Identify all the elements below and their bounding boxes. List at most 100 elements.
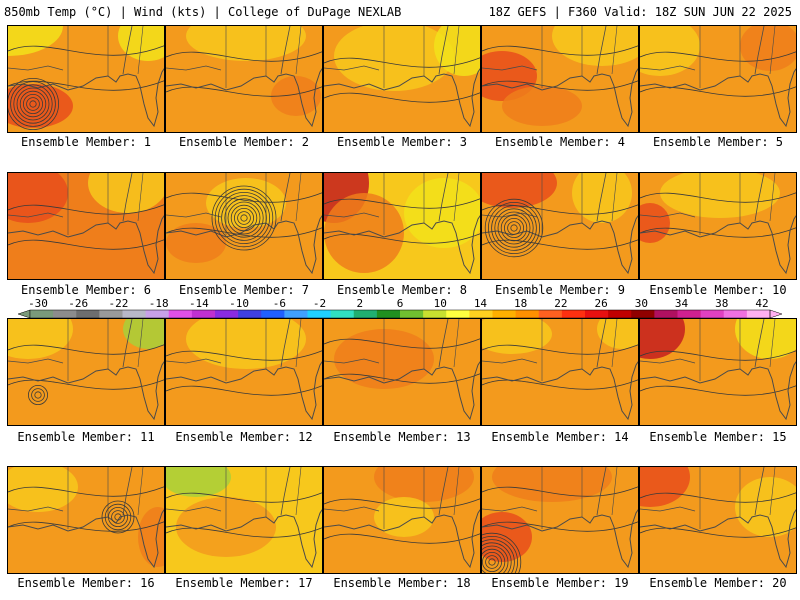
temperature-blob — [640, 467, 690, 507]
coastline — [699, 319, 776, 381]
coastline — [640, 509, 796, 569]
coastline — [541, 319, 618, 381]
coastline — [166, 68, 322, 128]
coastline — [482, 467, 607, 516]
colorbar-segment — [492, 310, 517, 318]
colorbar-segment — [376, 310, 401, 318]
coastline — [541, 467, 618, 529]
colorbar-tick-label: -14 — [189, 297, 209, 310]
isobar-line — [8, 80, 164, 91]
coastline — [640, 173, 765, 222]
member-label: Ensemble Member: 17 — [175, 576, 313, 590]
temperature-blob — [88, 173, 164, 213]
temperature-blob — [640, 26, 700, 76]
member-label: Ensemble Member: 4 — [494, 135, 626, 149]
low-pressure-ring — [227, 201, 261, 235]
isobar-line — [324, 498, 480, 509]
low-pressure-ring — [240, 214, 248, 222]
coastline — [67, 26, 144, 88]
coastline — [225, 319, 302, 381]
coastline — [383, 26, 460, 88]
colorbar-tick-label: -26 — [68, 297, 88, 310]
low-pressure-ring — [111, 510, 125, 524]
colorbar-segment — [561, 310, 586, 318]
temperature-blob — [740, 26, 796, 71]
colorbar-segment — [330, 310, 355, 318]
low-pressure-ring — [101, 500, 135, 534]
temperature-blob — [186, 26, 306, 61]
member-label: Ensemble Member: 19 — [491, 576, 629, 590]
coastline — [8, 26, 133, 75]
map-panel-member-7 — [165, 172, 323, 280]
map-panel-member-13 — [323, 318, 481, 426]
colorbar-segment — [238, 310, 262, 318]
low-pressure-ring — [108, 507, 129, 528]
coastline — [166, 361, 322, 421]
colorbar-segment — [53, 310, 77, 318]
temperature-blob — [640, 319, 685, 359]
temperature-blob — [186, 319, 306, 369]
member-label: Ensemble Member: 10 — [649, 283, 787, 297]
coastline — [8, 215, 164, 275]
temperature-field — [166, 173, 322, 279]
colorbar-tick-label: 22 — [554, 297, 567, 310]
low-pressure-ring — [482, 548, 506, 573]
low-pressure-ring — [221, 195, 267, 241]
map-panel-member-5 — [639, 25, 797, 133]
isobar-line — [324, 57, 480, 68]
isobar-line — [166, 51, 322, 62]
temperature-blob — [166, 467, 231, 497]
temperature-field — [166, 467, 322, 573]
member-label: Ensemble Member: 8 — [336, 283, 468, 297]
map-panel-member-11 — [7, 318, 165, 426]
coastline — [482, 215, 638, 275]
coastline — [324, 319, 449, 368]
colorbar-segment — [30, 310, 54, 318]
temperature-field — [166, 319, 322, 425]
low-pressure-ring — [218, 191, 271, 245]
colorbar-segment — [400, 310, 424, 318]
low-pressure-ring — [485, 555, 499, 569]
low-pressure-ring — [482, 552, 502, 572]
colorbar-tick-label: -6 — [273, 297, 286, 310]
chart-title: 850mb Temp (°C) | Wind (kts) | College o… — [4, 5, 402, 19]
coastline — [166, 467, 291, 516]
colorbar-tick-label: 2 — [356, 297, 363, 310]
low-pressure-ring — [8, 78, 59, 130]
isobar-line — [482, 344, 638, 355]
member-label: Ensemble Member: 5 — [652, 135, 784, 149]
coastline — [67, 319, 144, 381]
map-panel-member-16 — [7, 466, 165, 574]
isobar-line — [166, 227, 322, 238]
isobar-line — [640, 192, 796, 203]
coastline — [482, 26, 607, 75]
colorbar-segment — [677, 310, 702, 318]
coastline — [482, 361, 638, 421]
low-pressure-ring — [10, 81, 56, 127]
colorbar-segment — [746, 310, 771, 318]
isobar-line — [324, 198, 480, 209]
coastline — [482, 509, 638, 569]
low-pressure-ring — [484, 198, 544, 258]
coastline — [640, 361, 796, 421]
temperature-blob — [8, 467, 78, 512]
coastline — [699, 467, 776, 529]
temperature-field — [482, 467, 638, 573]
low-pressure-ring — [482, 532, 522, 573]
member-label: Ensemble Member: 9 — [494, 283, 626, 297]
map-panel-member-6 — [7, 172, 165, 280]
map-panel-member-3 — [323, 25, 481, 133]
low-pressure-ring — [19, 90, 47, 118]
low-pressure-ring — [234, 208, 255, 229]
temperature-blob — [271, 76, 321, 116]
low-pressure-ring — [16, 87, 50, 121]
colorbar-segment — [515, 310, 540, 318]
coastline — [67, 173, 144, 235]
coastline — [383, 319, 460, 381]
temperature-field — [482, 173, 638, 279]
low-pressure-ring — [497, 211, 531, 245]
temperature-blob — [502, 86, 582, 126]
isobar-line — [482, 45, 638, 56]
map-panel-member-9 — [481, 172, 639, 280]
map-panel-member-17 — [165, 466, 323, 574]
